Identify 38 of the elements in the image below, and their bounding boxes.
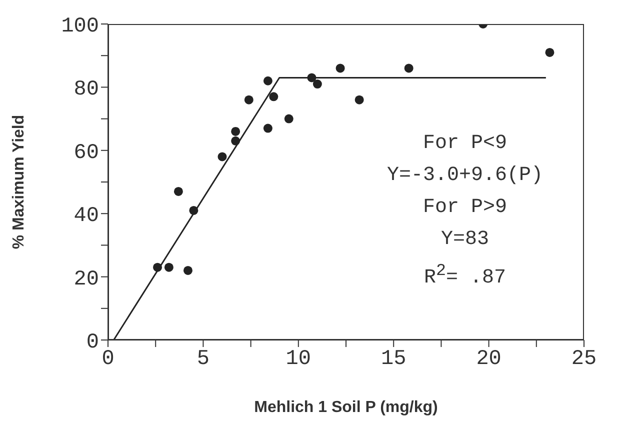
x-tick-label: 25	[571, 348, 597, 371]
point	[263, 76, 272, 86]
annotation: Y=-3.0+9.6(P)	[386, 163, 544, 190]
point	[269, 92, 278, 102]
point	[336, 64, 345, 73]
y-tick-label: 0	[86, 331, 99, 354]
x-tick-label: 0	[102, 348, 114, 371]
y-tick-label: 60	[74, 142, 99, 165]
y-tick-label: 40	[74, 205, 99, 228]
y-axis-title: % Maximum Yield	[10, 114, 28, 250]
x-tick-label: 20	[476, 348, 502, 371]
annotation: For P>9	[422, 195, 508, 222]
x-axis-title: Mehlich 1 Soil P (mg/kg)	[254, 399, 438, 416]
point	[164, 262, 174, 272]
point	[284, 114, 294, 124]
annotation: Y=83	[440, 227, 490, 254]
point	[231, 126, 240, 136]
point	[312, 80, 322, 89]
point	[263, 124, 272, 133]
y-tick-label: 100	[61, 15, 99, 38]
point	[244, 95, 254, 104]
point	[218, 152, 227, 162]
x-tick-label: 15	[380, 348, 406, 371]
x-tick-label: 10	[286, 348, 312, 371]
x-tick-label: 5	[196, 348, 210, 371]
point	[231, 136, 240, 146]
point	[153, 262, 162, 272]
point	[307, 73, 316, 82]
annotation: For P<9	[422, 131, 508, 158]
point	[174, 186, 183, 196]
y-tick-label: 80	[74, 78, 99, 102]
y-tick-label: 20	[74, 268, 99, 292]
point	[189, 206, 198, 215]
point	[354, 95, 364, 104]
annotation: R$^{2}$= .87	[422, 261, 508, 292]
point	[404, 64, 414, 73]
point	[183, 266, 192, 275]
point	[545, 48, 554, 57]
